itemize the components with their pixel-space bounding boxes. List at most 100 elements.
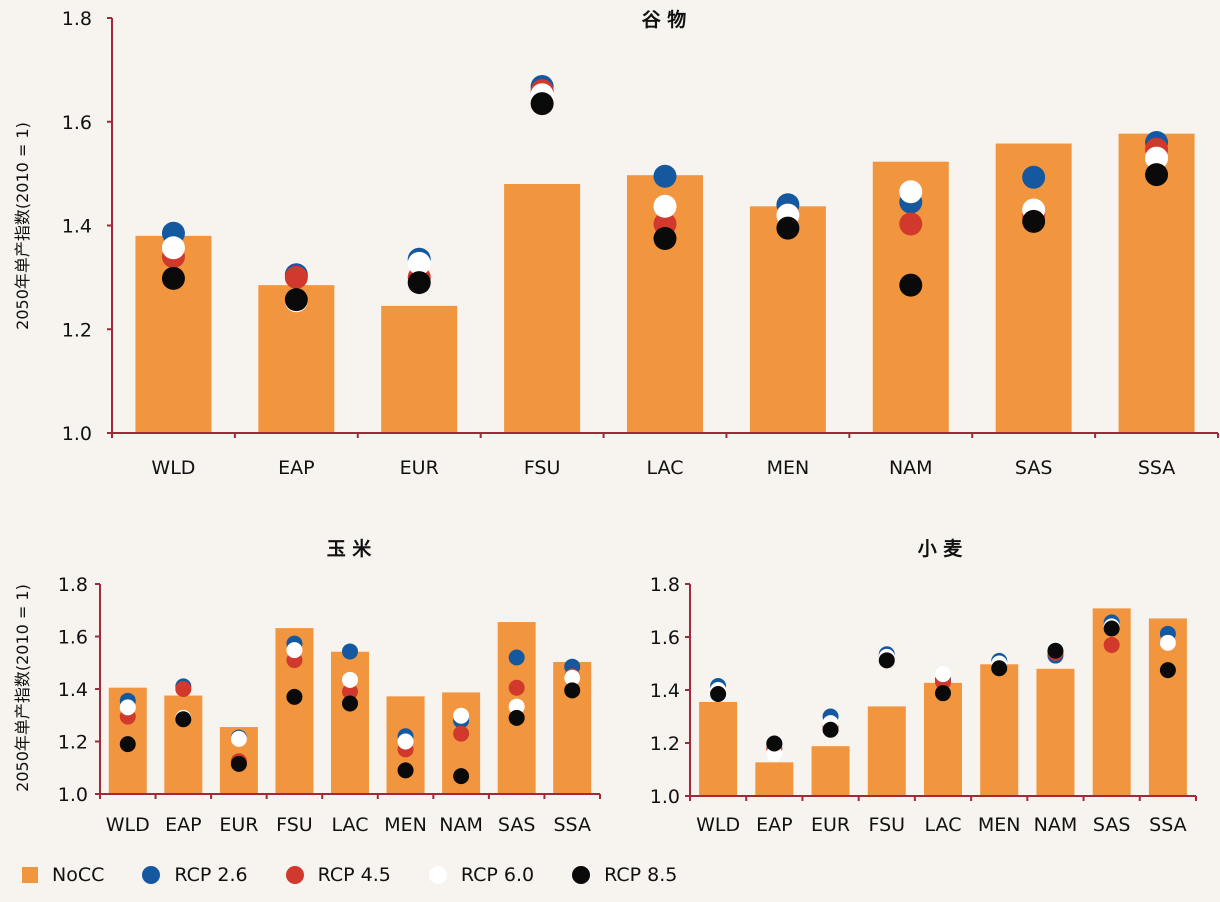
panel1-point-rcp45-LAC xyxy=(342,683,358,700)
panel0-point-rcp85-EUR xyxy=(407,271,431,295)
panel2-x-tick-label: MEN xyxy=(978,814,1021,836)
panel0-x-tick-label: MEN xyxy=(767,457,810,479)
panel0-y-tick-label: 1.6 xyxy=(62,112,92,134)
panel1-point-rcp60-SSA xyxy=(564,669,581,686)
panel1-y-tick-label: 1.2 xyxy=(58,732,88,754)
panel1-y-tick-label: 1.4 xyxy=(58,679,88,701)
legend-swatch-rcp45 xyxy=(285,866,304,884)
panel2-x-tick-label: SSA xyxy=(1149,814,1186,836)
panel2-bar-SAS xyxy=(1092,608,1131,796)
legend-label-nocc: NoCC xyxy=(52,864,105,886)
legend-item-nocc: NoCC xyxy=(22,864,104,886)
panel2-x-tick-label: EUR xyxy=(811,814,850,836)
panel0-x-tick-label: SSA xyxy=(1138,457,1175,479)
legend-label-rcp45: RCP 4.5 xyxy=(317,864,391,886)
panel2-point-rcp85-MEN xyxy=(991,660,1008,677)
panel1-point-rcp85-NAM xyxy=(453,768,470,785)
panel0-title: 谷 物 xyxy=(642,8,687,31)
panel2-bar-LAC xyxy=(924,682,962,796)
panel1-x-tick-label: MEN xyxy=(384,814,427,836)
panel1-point-rcp60-SAS xyxy=(508,698,525,715)
panel2-x-tick-label: LAC xyxy=(925,814,962,836)
legend-item-rcp60: RCP 6.0 xyxy=(428,864,535,886)
panel0-point-rcp60-SSA xyxy=(1145,146,1169,170)
panel2-bar-FSU xyxy=(867,706,906,796)
panel1-point-rcp45-SAS xyxy=(508,679,525,696)
panel1-point-rcp85-SSA xyxy=(564,682,581,699)
panel2-x-tick-label: EAP xyxy=(756,814,792,836)
panel2-bar-EAP xyxy=(755,762,794,796)
panel2-point-rcp85-SSA xyxy=(1159,662,1176,679)
panel2-point-rcp85-SAS xyxy=(1103,620,1120,637)
panel0-x-tick-label: FSU xyxy=(524,457,561,479)
panel1-point-rcp85-WLD xyxy=(119,736,136,753)
panel2-y-tick-label: 1.6 xyxy=(650,627,680,649)
panel1-point-rcp60-FSU xyxy=(286,642,303,659)
panel1-point-rcp85-SAS xyxy=(508,709,525,726)
panel0-y-tick-label: 1.2 xyxy=(62,319,92,341)
panel0-point-rcp85-SAS xyxy=(1022,209,1046,233)
panel0-x-tick-label: NAM xyxy=(889,457,933,479)
panel1-x-tick-label: LAC xyxy=(332,814,369,836)
panel2-point-rcp60-SSA xyxy=(1159,634,1176,651)
panel2-point-rcp85-WLD xyxy=(710,685,727,702)
panel0-bar-MEN xyxy=(749,206,826,433)
panel0-point-rcp85-SSA xyxy=(1145,163,1169,187)
legend-item-rcp45: RCP 4.5 xyxy=(285,864,391,886)
legend-label-rcp60: RCP 6.0 xyxy=(460,864,535,886)
panel0-point-rcp45-NAM xyxy=(899,212,923,236)
panel2-x-tick-label: FSU xyxy=(868,814,905,836)
panel0-bar-FSU xyxy=(504,184,581,433)
panel1-x-tick-label: EAP xyxy=(165,814,201,836)
panel1-x-tick-label: SAS xyxy=(498,814,535,836)
panel1-point-rcp85-EAP xyxy=(175,711,192,728)
panel0-y-tick-label: 1.8 xyxy=(62,8,92,30)
panel1-point-rcp60-WLD xyxy=(119,699,136,716)
panel2-bar-EUR xyxy=(811,746,850,796)
panel1-point-rcp60-MEN xyxy=(397,733,414,750)
panel0-point-rcp85-MEN xyxy=(776,216,800,240)
panel2-bar-MEN xyxy=(980,664,1019,796)
panel1-y-tick-label: 1.6 xyxy=(58,627,88,649)
panel1-point-rcp85-FSU xyxy=(286,688,303,705)
panel1-point-rcp60-LAC xyxy=(342,671,358,688)
panel1-point-rcp85-MEN xyxy=(397,762,414,779)
legend-swatch-rcp26 xyxy=(142,866,161,884)
panel0-point-rcp26-LAC xyxy=(653,164,677,188)
legend-swatch-rcp60 xyxy=(428,866,447,884)
panel0-point-rcp60-WLD xyxy=(161,236,185,260)
panel0-point-rcp85-LAC xyxy=(653,226,677,250)
legend: NoCC RCP 2.6 RCP 4.5 RCP 6.0 RCP 8.5 xyxy=(22,864,715,886)
panel2-y-tick-label: 1.0 xyxy=(650,786,680,808)
panel0-x-tick-label: EUR xyxy=(400,457,439,479)
panel2-x-tick-label: WLD xyxy=(696,814,740,836)
legend-swatch-rcp85 xyxy=(572,866,591,884)
panel1-x-tick-label: EUR xyxy=(219,814,258,836)
panel1-point-rcp45-EAP xyxy=(175,681,192,697)
panel2-point-rcp85-EUR xyxy=(822,721,839,738)
panel1-x-tick-label: SSA xyxy=(553,814,590,836)
panel0-point-rcp85-EAP xyxy=(284,288,308,312)
panel1-title: 玉 米 xyxy=(327,537,373,560)
panel0-point-rcp60-NAM xyxy=(899,180,923,204)
panel1-point-rcp85-LAC xyxy=(342,695,358,712)
legend-item-rcp26: RCP 2.6 xyxy=(142,864,248,886)
panel1-point-rcp26-LAC xyxy=(342,643,358,660)
panel0-point-rcp85-FSU xyxy=(530,92,554,116)
legend-label-rcp85: RCP 8.5 xyxy=(604,864,678,886)
panel0-x-tick-label: WLD xyxy=(151,457,195,479)
panel1-y-tick-label: 1.0 xyxy=(58,784,88,806)
panel1-y-axis-label: 2050年单产指数(2010 = 1) xyxy=(13,584,32,792)
panel0-bar-SAS xyxy=(995,143,1072,433)
panel2-point-rcp45-SAS xyxy=(1103,636,1120,653)
panel1-point-rcp85-EUR xyxy=(230,755,247,772)
panel2-point-rcp85-LAC xyxy=(935,685,951,702)
panel2-bar-NAM xyxy=(1036,668,1075,796)
panel0-y-axis-label: 2050年单产指数(2010 = 1) xyxy=(13,122,32,330)
panel2-bar-WLD xyxy=(699,701,738,796)
panel2-x-tick-label: NAM xyxy=(1034,814,1078,836)
legend-item-rcp85: RCP 8.5 xyxy=(572,864,677,886)
panel1-x-tick-label: FSU xyxy=(276,814,313,836)
panel1-x-tick-label: NAM xyxy=(439,814,483,836)
